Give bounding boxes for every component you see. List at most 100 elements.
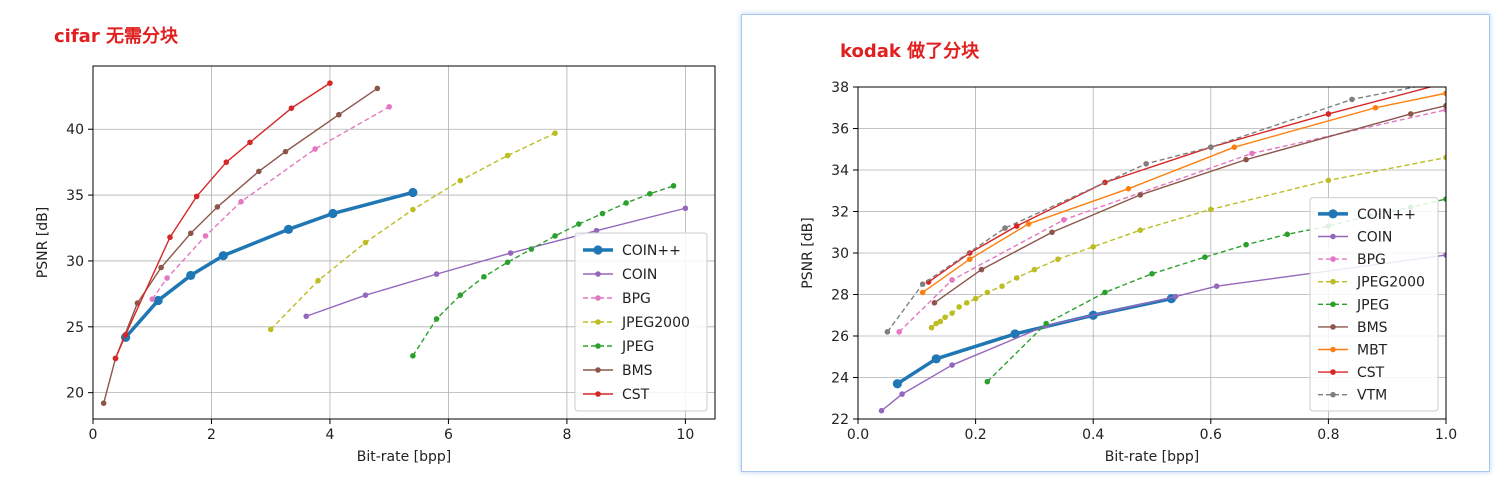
chart1-series-cst-point-2 [1013,223,1020,229]
chart1-legend-cst-marker [1330,369,1336,375]
chart0-series-cst-point-5 [247,139,253,146]
chart1-series-jpeg2000-point-8 [984,289,991,296]
chart0-legend-jpeg2000-marker [595,319,601,325]
chart0-legend-bpg-label: BPG [622,291,651,307]
chart0-series-bpg-point-2 [202,233,209,239]
kodak-chart-panel: kodak 做了分块 0.0 0.2 0.4 0.6 0.8 1.0 22 24 26 28 30 3… [741,14,1490,472]
chart0-legend: COIN++ COIN BPG JPEG2000 JPEG BMS CST [574,232,708,412]
chart0-legend-box [574,232,708,412]
chart1-ytick-label-6: 34 [831,163,849,179]
chart1-legend-box [1309,197,1439,412]
chart0-ytick-label-2: 30 [66,254,84,270]
chart1-legend-coin-marker [1330,233,1336,240]
chart0-series-jpeg2000-point-0 [267,326,274,333]
chart0-series-cst-point-2 [167,234,173,241]
chart0-series-jpeg-point-9 [623,200,629,206]
chart0-series-jpeg-point-10 [647,190,653,197]
chart0-series-jpeg2000-point-3 [410,206,416,213]
chart1-series-jpeg2000-point-13 [1090,243,1096,250]
chart0-series-bms-point-6 [256,168,262,175]
chart0-series-jpeg-point-2 [457,292,464,298]
chart0-series-coin-point-3 [507,250,514,256]
chart1-xtick-label-2: 0.4 [1082,427,1104,443]
chart1-series-coin-point-4 [1172,293,1179,300]
chart1-series-cst-point-1 [966,250,973,256]
chart0-series-coin-point-5 [328,208,338,219]
chart1-series-mbt-point-3 [1125,185,1132,192]
chart1-series-bms-point-1 [978,266,985,273]
chart0-series-bms-point-5 [214,204,221,210]
chart0-ytick-label-3: 35 [66,188,84,204]
chart1-xtick-label-3: 0.6 [1200,427,1222,443]
chart0-series-jpeg-point-3 [481,273,487,280]
chart0-series-cst-point-7 [327,80,333,86]
chart1-series-jpeg-point-4 [1202,254,1208,260]
chart0-xtick-label-2: 4 [325,427,334,443]
chart1-series-jpeg2000-point-9 [999,283,1005,290]
chart1-legend-coin-label: COIN [1357,230,1392,246]
chart1-series-jpeg2000-point-11 [1031,266,1038,273]
chart1-legend-vtm-marker [1330,391,1336,398]
chart0-series-coin-line [124,190,414,339]
chart1-series-jpeg2000-point-3 [942,314,948,321]
chart1-legend-jpeg2000-label: JPEG2000 [1356,275,1425,291]
chart0-series-bms-point-7 [282,148,289,155]
chart0-legend-coin-marker [593,245,603,255]
chart1-series-bpg-point-3 [1249,150,1255,157]
chart1-series-jpeg2000-point-17 [1443,154,1446,161]
chart1-series-jpeg2000-point-6 [963,300,970,306]
chart1-ytick-label-5: 32 [831,205,849,221]
chart1-legend-jpeg-label: JPEG [1356,297,1389,313]
chart1-series-coin-point-2 [1010,329,1020,339]
chart0-series-cst-point-0 [112,355,119,362]
cifar-chart-panel: cifar 无需分块 0 2 4 6 8 10 20 25 30 35 40 Bit-rate [bp… [0,0,735,490]
chart1-series-mbt-point-6 [1443,90,1446,97]
chart0-series-cst-line [114,82,331,359]
chart0-series-cst-point-6 [288,105,295,111]
chart1-ytick-label-0: 22 [831,412,849,428]
chart1-series-jpeg2000-point-4 [949,310,955,316]
chart0-series-bms-point-3 [158,264,164,271]
chart1-series-vtm-point-3 [1143,160,1149,167]
chart0-series-bpg-point-5 [386,104,392,110]
kodak-psnr-chart: 0.0 0.2 0.4 0.6 0.8 1.0 22 24 26 28 30 32 34 36 38 Bit-… [800,80,1457,465]
chart0-series-bms-point-4 [187,230,194,237]
chart1-series-bpg-point-2 [1061,217,1067,223]
chart1-series-jpeg-point-3 [1149,270,1155,277]
chart0-legend-jpeg-label: JPEG [621,339,654,355]
chart1-series-jpeg-point-1 [1043,320,1049,327]
chart0-series-coin-point-5 [682,205,689,212]
chart0-series-bpg-line [151,106,390,300]
chart0-ytick-label-0: 20 [66,386,84,402]
chart0-legend-bpg-marker [595,295,601,301]
chart0-series-cst-point-4 [223,159,230,165]
chart0-legend-cst-label: CST [622,387,650,403]
chart1-series-bpg-point-0 [896,329,902,335]
chart1-series-coin-point-1 [931,354,941,364]
chart0-series-coin-point-6 [408,187,418,198]
chart1-ytick-label-4: 30 [831,246,849,262]
chart0-series-jpeg2000-point-6 [552,130,558,136]
chart1-series-coin-point-2 [949,362,955,368]
chart0-series-bpg-point-4 [312,146,318,152]
chart1-series-jpeg2000-point-7 [972,295,979,302]
chart0-series-bms-point-8 [336,111,342,118]
chart1-xtick-label-1: 0.2 [964,427,986,443]
chart0-series-bpg-point-3 [238,198,244,205]
chart1-series-jpeg-point-2 [1102,289,1108,296]
chart1-ytick-label-2: 26 [831,329,849,345]
chart0-xtick-label-5: 10 [676,427,694,443]
chart1-series-vtm-point-2 [1002,225,1008,231]
chart1-series-coin-point-5 [1213,283,1220,290]
chart1-series-jpeg-point-0 [984,378,991,385]
chart1-series-bms-point-3 [1137,192,1144,198]
chart0-series-jpeg-point-11 [670,183,677,189]
chart1-series-cst-point-6 [1443,80,1449,86]
chart0-series-jpeg-point-7 [575,221,582,227]
chart1-plot-area [878,80,1449,414]
chart1-legend-bms-label: BMS [1357,320,1388,336]
chart0-series-cst-point-3 [193,193,200,200]
chart1-ytick-label-3: 28 [831,288,849,304]
chart1-legend-mbt-marker [1330,346,1336,353]
chart1-series-coin-point-6 [1443,252,1446,258]
